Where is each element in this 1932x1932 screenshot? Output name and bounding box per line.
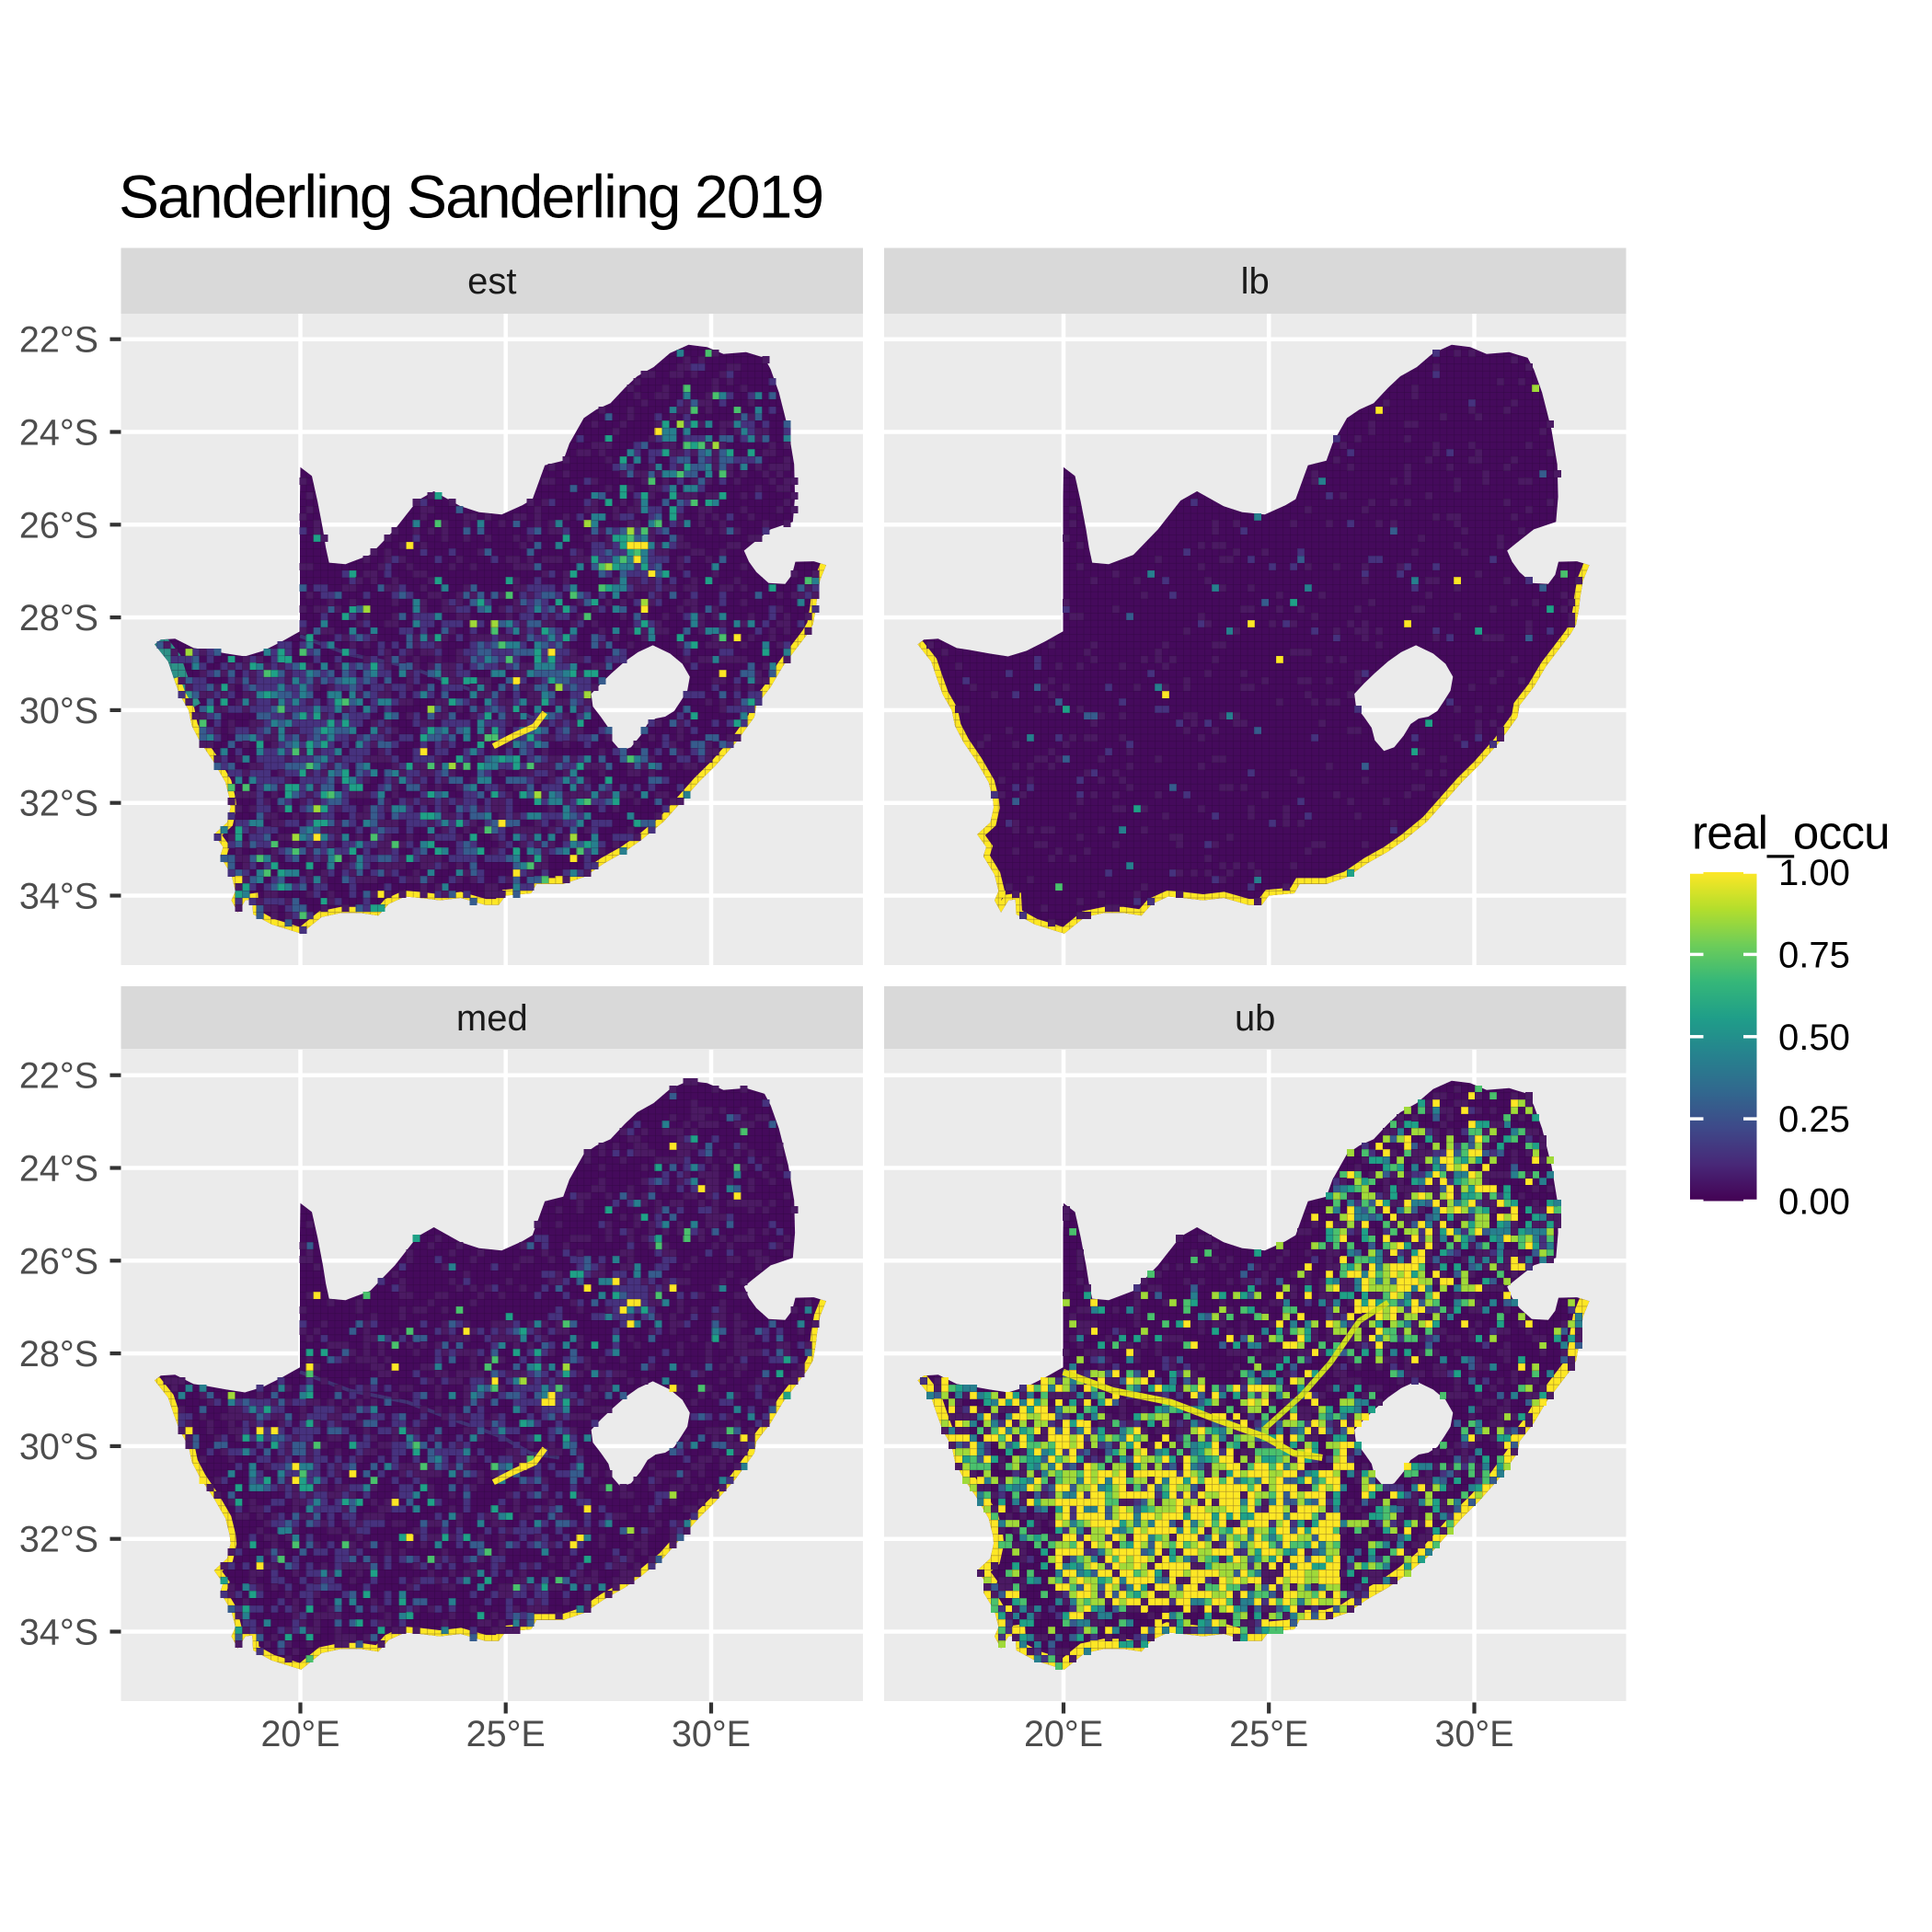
svg-text:20°E: 20°E — [1024, 1714, 1103, 1754]
svg-text:0.50: 0.50 — [1778, 1018, 1850, 1058]
svg-text:lb: lb — [1241, 261, 1270, 302]
svg-text:32°S: 32°S — [19, 784, 98, 824]
svg-text:30°S: 30°S — [19, 691, 98, 731]
svg-text:25°E: 25°E — [466, 1714, 546, 1754]
svg-text:34°S: 34°S — [19, 1613, 98, 1653]
svg-text:25°E: 25°E — [1229, 1714, 1308, 1754]
svg-text:22°S: 22°S — [19, 320, 98, 361]
svg-text:24°S: 24°S — [19, 413, 98, 454]
svg-text:26°S: 26°S — [19, 1241, 98, 1282]
svg-text:30°S: 30°S — [19, 1427, 98, 1467]
svg-text:est: est — [467, 261, 516, 302]
svg-text:30°E: 30°E — [1434, 1714, 1513, 1754]
svg-text:0.00: 0.00 — [1778, 1182, 1850, 1223]
svg-text:1.00: 1.00 — [1778, 853, 1850, 893]
svg-text:34°S: 34°S — [19, 877, 98, 917]
svg-text:ub: ub — [1235, 998, 1276, 1039]
svg-text:0.25: 0.25 — [1778, 1099, 1850, 1140]
svg-text:30°E: 30°E — [672, 1714, 751, 1754]
svg-text:26°S: 26°S — [19, 505, 98, 546]
svg-text:0.75: 0.75 — [1778, 935, 1850, 975]
svg-text:real_occu: real_occu — [1692, 807, 1890, 859]
svg-text:24°S: 24°S — [19, 1149, 98, 1190]
svg-text:28°S: 28°S — [19, 598, 98, 638]
svg-text:32°S: 32°S — [19, 1520, 98, 1560]
svg-text:Sanderling Sanderling 2019: Sanderling Sanderling 2019 — [119, 163, 822, 231]
svg-text:22°S: 22°S — [19, 1056, 98, 1097]
svg-text:20°E: 20°E — [260, 1714, 339, 1754]
svg-text:med: med — [456, 998, 528, 1039]
svg-text:28°S: 28°S — [19, 1334, 98, 1374]
